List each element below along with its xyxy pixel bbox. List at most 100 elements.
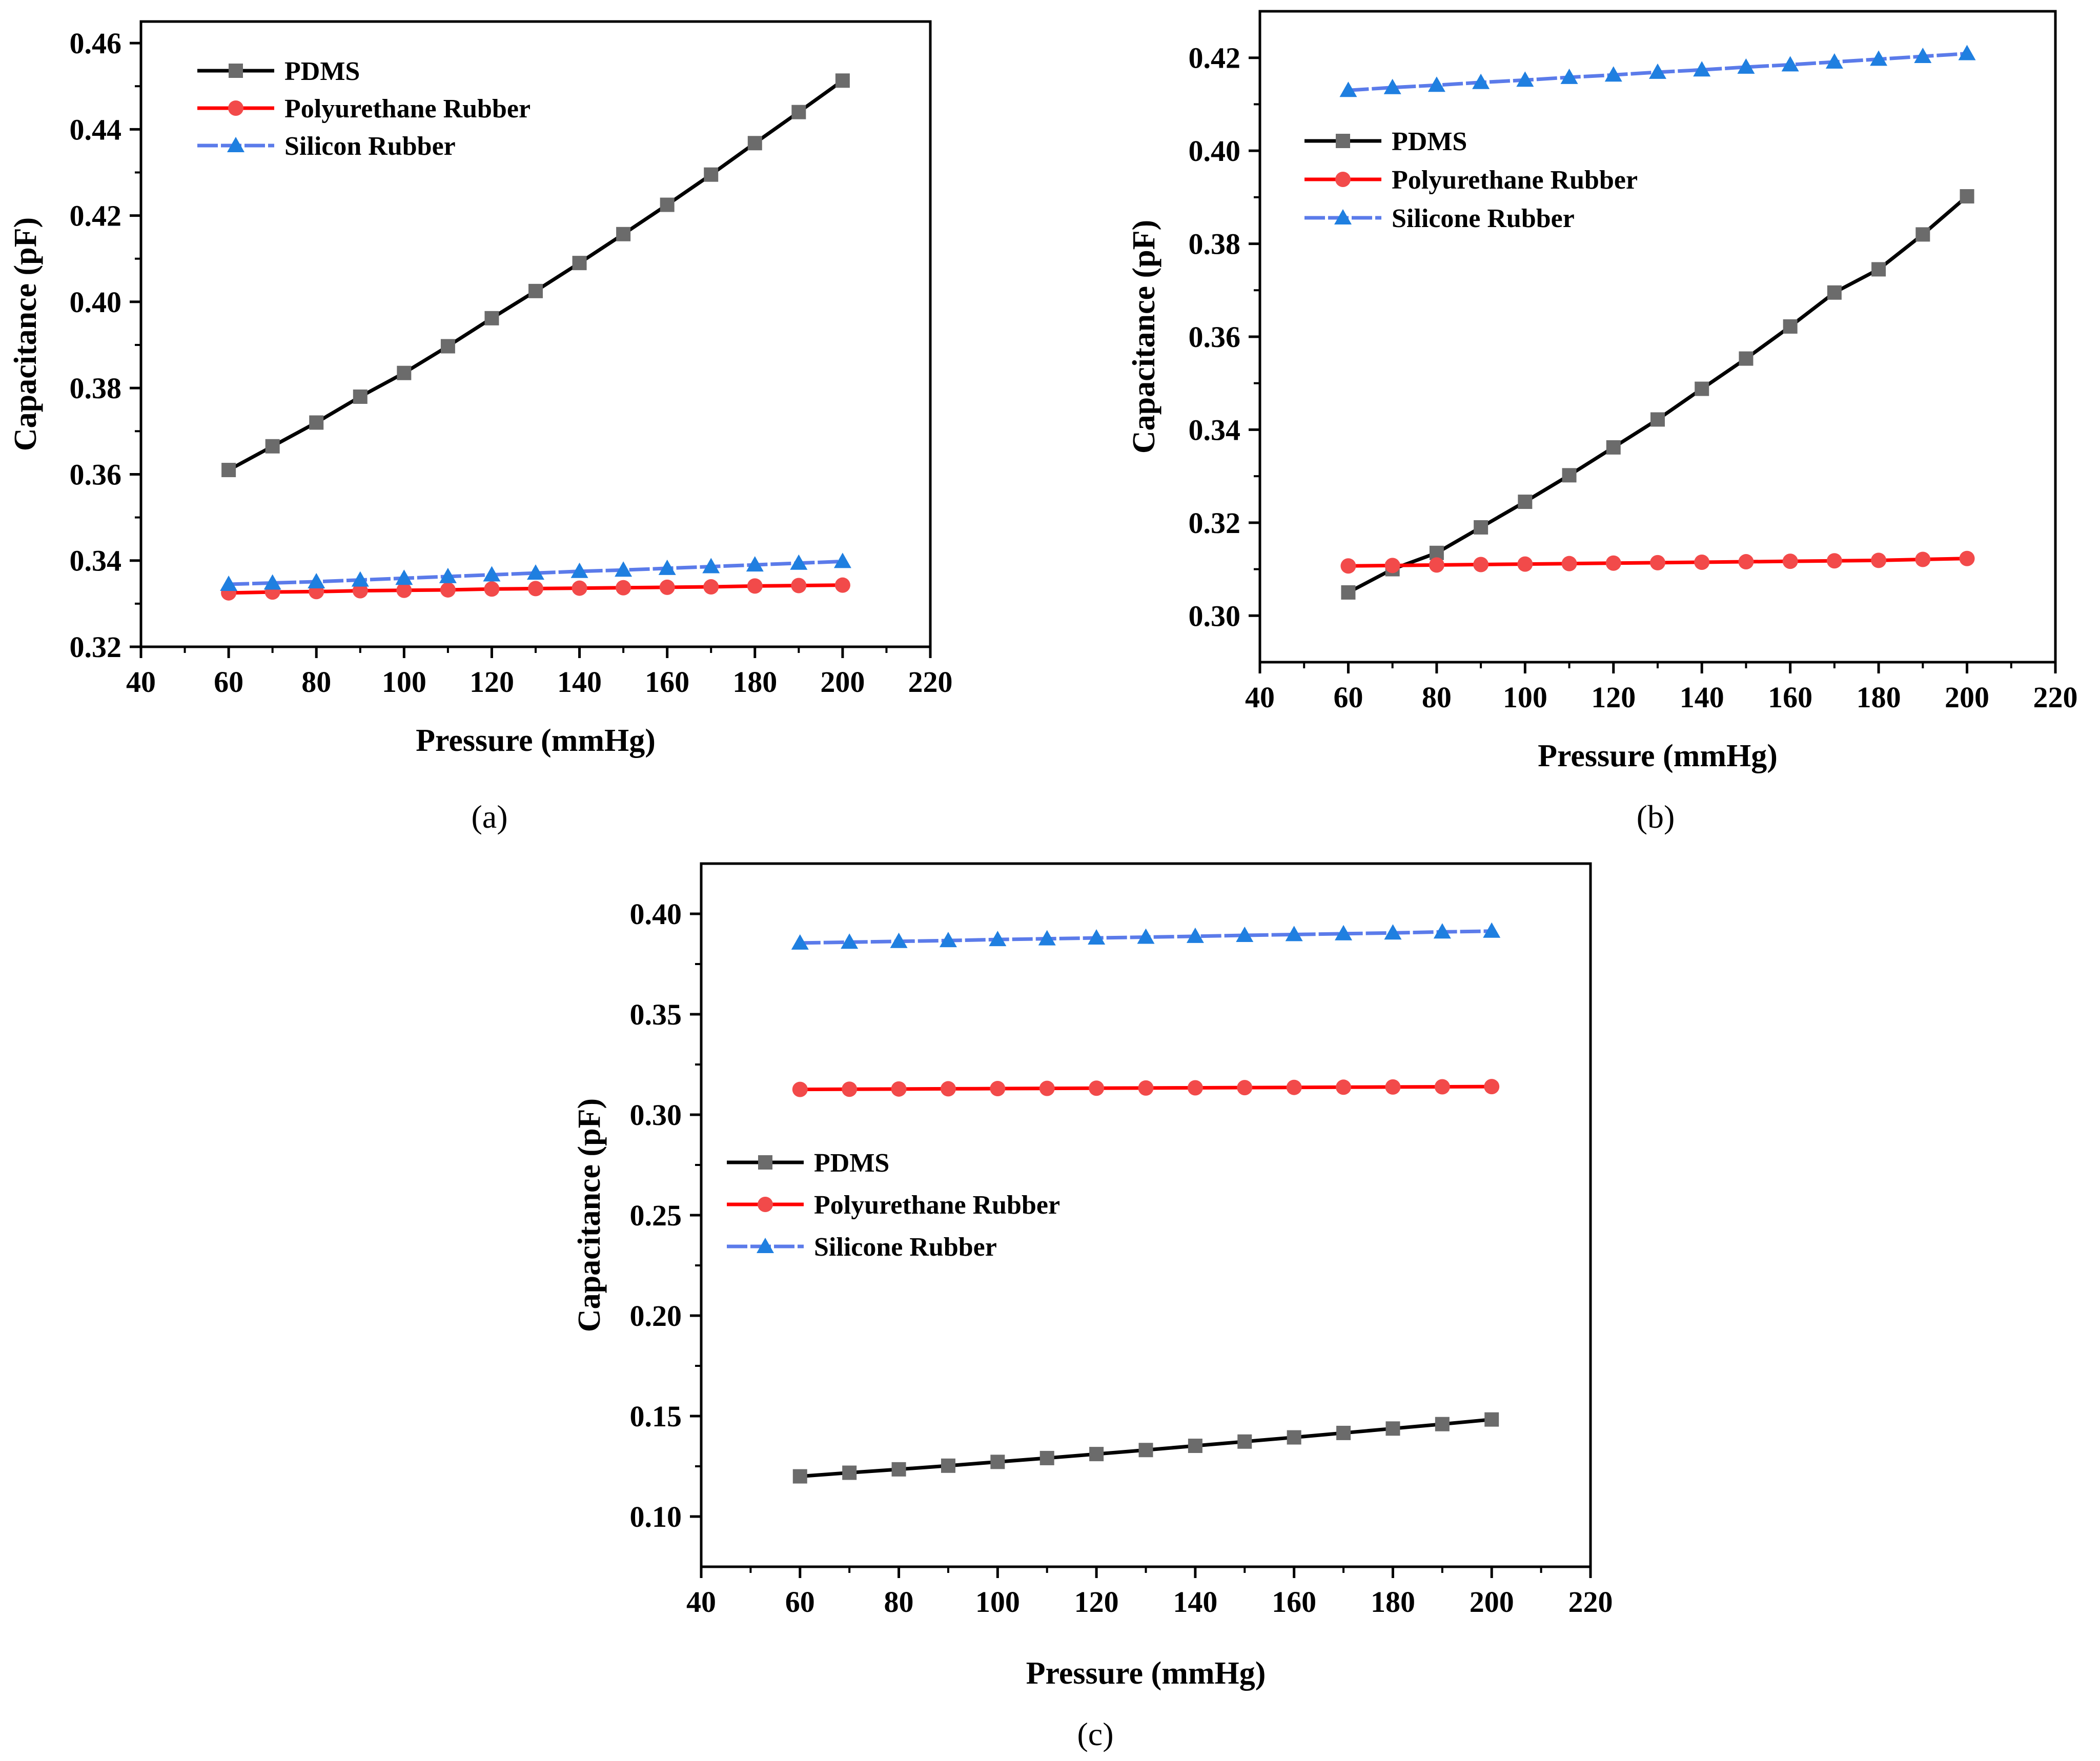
plot-frame [139, 20, 932, 648]
legend-marker [757, 1238, 774, 1253]
legend-marker [1335, 172, 1351, 187]
x-tick-label: 120 [1074, 1585, 1119, 1619]
data-point [1383, 78, 1401, 94]
data-point [440, 582, 456, 598]
y-axis-label: Capacitance (pF) [572, 1098, 607, 1332]
data-point [990, 1081, 1006, 1097]
x-tick-label: 60 [214, 665, 243, 699]
data-point [1472, 73, 1490, 89]
x-tick-label: 140 [1173, 1585, 1217, 1619]
data-point [1739, 351, 1754, 366]
x-tick-label: 40 [1245, 681, 1275, 714]
data-point [1958, 45, 1976, 60]
data-point [527, 564, 544, 580]
data-point [1914, 47, 1932, 63]
data-point [834, 577, 850, 593]
data-point [397, 365, 412, 380]
series-triangle [791, 922, 1501, 950]
y-tick-label: 0.36 [1189, 320, 1241, 354]
data-point [1484, 1079, 1500, 1095]
data-point [1336, 1079, 1352, 1095]
legend-label: PDMS [1392, 127, 1467, 156]
data-point [747, 578, 763, 594]
data-point [1038, 930, 1056, 946]
x-tick-label: 160 [1272, 1585, 1316, 1619]
data-point [1738, 554, 1754, 570]
data-point [1604, 66, 1622, 82]
series-triangle [1339, 45, 1976, 97]
data-point [1870, 50, 1888, 66]
panel-caption: (a) [471, 798, 507, 835]
data-point [1341, 585, 1356, 600]
data-point [440, 339, 455, 354]
x-tick-label: 160 [1768, 681, 1812, 714]
y-tick-label: 0.30 [1189, 599, 1241, 632]
data-point [1518, 495, 1533, 509]
data-point [891, 1081, 907, 1097]
series-line [1347, 195, 1968, 595]
y-tick-label: 0.15 [630, 1400, 682, 1433]
legend-label: Polyurethane Rubber [284, 94, 531, 124]
x-tick-label: 100 [1503, 681, 1547, 714]
data-point [439, 567, 457, 583]
data-point [615, 561, 633, 577]
y-tick-label: 0.36 [70, 458, 122, 491]
data-point [1285, 926, 1303, 941]
series-square [792, 1412, 1499, 1484]
data-point [1287, 1430, 1301, 1445]
data-point [940, 1081, 956, 1097]
data-point [790, 554, 808, 570]
legend-label: Silicone Rubber [814, 1233, 997, 1262]
data-point [353, 390, 368, 404]
data-point [989, 931, 1007, 947]
x-tick-label: 60 [1333, 681, 1363, 714]
x-tick-label: 120 [470, 665, 514, 699]
y-tick-label: 0.44 [70, 113, 122, 146]
data-point [1783, 319, 1798, 334]
data-point [1339, 81, 1357, 97]
y-tick-label: 0.42 [70, 199, 122, 233]
x-tick-label: 220 [2033, 681, 2078, 714]
data-point [1649, 63, 1666, 79]
data-point [1138, 1080, 1154, 1096]
y-axis-label: Capacitance (pF) [1127, 220, 1161, 454]
data-point [747, 136, 762, 151]
x-tick-label: 100 [382, 665, 426, 699]
data-point [842, 1465, 857, 1480]
data-point [791, 105, 806, 119]
x-tick-label: 40 [126, 665, 156, 699]
data-point [1039, 1450, 1054, 1465]
y-tick-label: 0.25 [630, 1199, 682, 1232]
data-point [1385, 1421, 1400, 1436]
data-point [221, 463, 236, 478]
data-point [263, 574, 281, 590]
data-point [833, 552, 851, 568]
data-point [1137, 928, 1155, 944]
data-point [990, 1455, 1005, 1469]
legend-marker [227, 137, 244, 152]
data-point [658, 559, 676, 575]
data-point [1385, 1079, 1401, 1095]
data-point [1562, 468, 1577, 483]
x-tick-label: 40 [686, 1585, 716, 1619]
data-point [660, 197, 675, 212]
x-axis-label: Pressure (mmHg) [416, 723, 656, 758]
data-point [1384, 558, 1400, 574]
data-point [1089, 1447, 1104, 1462]
data-point [396, 582, 412, 598]
data-point [1138, 1443, 1153, 1458]
y-axis-label: Capacitance (pF) [8, 217, 43, 451]
data-point [1236, 926, 1254, 942]
x-tick-label: 80 [301, 665, 331, 699]
data-point [1237, 1434, 1252, 1449]
y-tick-label: 0.40 [630, 897, 682, 931]
x-axis-label: Pressure (mmHg) [1026, 1656, 1266, 1691]
data-point [841, 933, 859, 949]
panel-c: 40 60 80 100 120 140 160 180 200 220 0.10 0.15 0.20 0… [572, 862, 1613, 1752]
data-point [1187, 1080, 1203, 1096]
data-point [528, 283, 543, 298]
data-point [1694, 554, 1710, 570]
data-point [941, 1458, 955, 1473]
data-point [352, 583, 368, 599]
